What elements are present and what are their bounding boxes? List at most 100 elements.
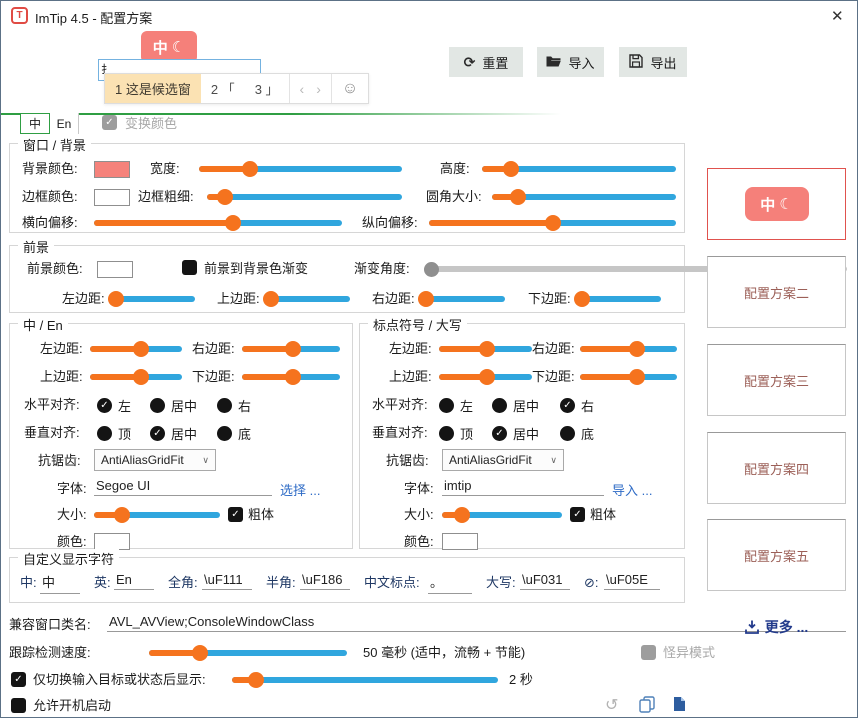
char-disabled-input[interactable]: \uF05E bbox=[604, 572, 660, 590]
h-align-center-radio[interactable]: 居中 bbox=[492, 396, 539, 415]
corner-radius-slider[interactable] bbox=[492, 189, 676, 205]
h-align-left-radio[interactable]: 左 bbox=[439, 396, 473, 415]
right-margin-slider[interactable] bbox=[580, 341, 677, 357]
copy-icon[interactable] bbox=[639, 696, 655, 717]
h-align-right-radio[interactable]: 右 bbox=[217, 396, 251, 415]
candidate-item-selected[interactable]: 1 这是候选窗 bbox=[105, 74, 201, 103]
fg-color-swatch[interactable] bbox=[97, 261, 133, 278]
slider-thumb[interactable] bbox=[132, 341, 149, 357]
bottom-margin-slider[interactable] bbox=[580, 369, 677, 385]
char-caps-input[interactable]: \uF031 bbox=[520, 572, 570, 590]
scheme-card-4[interactable]: 配置方案四 bbox=[707, 432, 846, 504]
font-color-swatch[interactable] bbox=[94, 533, 130, 550]
autostart-checkbox[interactable] bbox=[11, 698, 26, 713]
show-on-switch-checkbox[interactable] bbox=[11, 672, 26, 687]
import-button[interactable]: 导入 bbox=[537, 47, 604, 77]
candidate-item[interactable]: 2 「 bbox=[210, 82, 235, 97]
fg-gradient-checkbox[interactable] bbox=[182, 260, 197, 275]
font-import-link[interactable]: 导入 ... bbox=[612, 483, 653, 498]
top-margin-slider[interactable] bbox=[439, 369, 532, 385]
slider-thumb[interactable] bbox=[113, 507, 130, 523]
fg-bottom-slider[interactable] bbox=[573, 291, 661, 307]
v-align-center-radio[interactable]: 居中 bbox=[150, 424, 197, 443]
antialias-select[interactable]: AntiAliasGridFit ∨ bbox=[442, 449, 564, 471]
fg-right-slider[interactable] bbox=[417, 291, 505, 307]
h-align-left-radio[interactable]: 左 bbox=[97, 396, 131, 415]
track-speed-slider[interactable] bbox=[149, 645, 347, 661]
next-page-icon[interactable]: › bbox=[316, 80, 321, 97]
candidate-item[interactable]: 3 」 bbox=[254, 82, 279, 97]
show-on-switch-slider[interactable] bbox=[232, 672, 498, 688]
slider-thumb[interactable] bbox=[454, 507, 471, 523]
reset-button[interactable]: ⟳ 重置 bbox=[449, 47, 523, 77]
slider-thumb[interactable] bbox=[241, 161, 258, 177]
char-halfwidth-input[interactable]: \uF186 bbox=[300, 572, 350, 590]
slider-thumb[interactable] bbox=[284, 369, 301, 385]
prev-page-icon[interactable]: ‹ bbox=[299, 80, 305, 97]
more-schemes-link[interactable]: 更多 ... bbox=[707, 617, 846, 637]
border-width-slider[interactable] bbox=[207, 189, 402, 205]
size-slider[interactable] bbox=[442, 507, 562, 523]
char-fullwidth-input[interactable]: \uF111 bbox=[202, 572, 252, 590]
char-zh-input[interactable]: 中 bbox=[40, 572, 80, 594]
slider-thumb[interactable] bbox=[262, 291, 279, 307]
fg-left-slider[interactable] bbox=[107, 291, 195, 307]
transform-color-checkbox[interactable] bbox=[102, 115, 117, 130]
bottom-margin-slider[interactable] bbox=[242, 369, 340, 385]
slider-thumb[interactable] bbox=[509, 189, 526, 205]
slider-thumb[interactable] bbox=[107, 291, 124, 307]
border-color-swatch[interactable] bbox=[94, 189, 130, 206]
scheme-card-current[interactable]: 中 ☾ bbox=[707, 168, 846, 240]
antialias-select[interactable]: AntiAliasGridFit ∨ bbox=[94, 449, 216, 471]
close-icon[interactable]: ✕ bbox=[831, 8, 844, 25]
slider-thumb[interactable] bbox=[629, 369, 646, 385]
v-align-top-radio[interactable]: 顶 bbox=[97, 424, 131, 443]
left-margin-slider[interactable] bbox=[439, 341, 532, 357]
slider-thumb[interactable] bbox=[192, 645, 209, 661]
char-cn-punct-input[interactable]: 。 bbox=[428, 572, 472, 594]
v-align-top-radio[interactable]: 顶 bbox=[439, 424, 473, 443]
size-slider[interactable] bbox=[94, 507, 220, 523]
scheme-card-5[interactable]: 配置方案五 bbox=[707, 519, 846, 591]
font-input[interactable]: Segoe UI bbox=[94, 478, 272, 496]
bold-checkbox[interactable] bbox=[570, 507, 585, 522]
v-align-center-radio[interactable]: 居中 bbox=[492, 424, 539, 443]
right-margin-slider[interactable] bbox=[242, 341, 340, 357]
slider-thumb[interactable] bbox=[417, 291, 434, 307]
v-align-bottom-radio[interactable]: 底 bbox=[217, 424, 251, 443]
window-class-input[interactable]: AVL_AVView;ConsoleWindowClass bbox=[107, 614, 846, 632]
tab-zh[interactable]: 中 bbox=[20, 113, 50, 134]
height-slider[interactable] bbox=[482, 161, 676, 177]
fg-top-slider[interactable] bbox=[262, 291, 350, 307]
h-align-center-radio[interactable]: 居中 bbox=[150, 396, 197, 415]
slider-thumb[interactable] bbox=[132, 369, 149, 385]
export-button[interactable]: 导出 bbox=[619, 47, 687, 77]
slider-thumb[interactable] bbox=[247, 672, 264, 688]
font-choose-link[interactable]: 选择 ... bbox=[280, 483, 321, 498]
width-slider[interactable] bbox=[199, 161, 402, 177]
slider-thumb[interactable] bbox=[479, 369, 496, 385]
v-align-bottom-radio[interactable]: 底 bbox=[560, 424, 594, 443]
weird-mode-checkbox[interactable] bbox=[641, 645, 656, 660]
paste-icon[interactable] bbox=[673, 696, 686, 717]
slider-thumb[interactable] bbox=[284, 341, 301, 357]
slider-thumb[interactable] bbox=[503, 161, 520, 177]
top-margin-slider[interactable] bbox=[90, 369, 182, 385]
smiley-icon[interactable]: ☺ bbox=[330, 74, 368, 103]
left-margin-slider[interactable] bbox=[90, 341, 182, 357]
slider-thumb[interactable] bbox=[216, 189, 233, 205]
v-offset-slider[interactable] bbox=[429, 215, 676, 231]
slider-thumb[interactable] bbox=[629, 341, 646, 357]
slider-thumb[interactable] bbox=[479, 341, 496, 357]
scheme-card-3[interactable]: 配置方案三 bbox=[707, 344, 846, 416]
slider-thumb[interactable] bbox=[573, 291, 590, 307]
font-input[interactable]: imtip bbox=[442, 478, 604, 496]
slider-thumb[interactable] bbox=[544, 215, 561, 231]
bold-checkbox[interactable] bbox=[228, 507, 243, 522]
h-offset-slider[interactable] bbox=[94, 215, 342, 231]
undo-icon[interactable]: ↺ bbox=[605, 697, 619, 714]
bg-color-swatch[interactable] bbox=[94, 161, 130, 178]
h-align-right-radio[interactable]: 右 bbox=[560, 396, 594, 415]
tab-en[interactable]: En bbox=[50, 113, 79, 134]
char-en-input[interactable]: En bbox=[114, 572, 154, 590]
